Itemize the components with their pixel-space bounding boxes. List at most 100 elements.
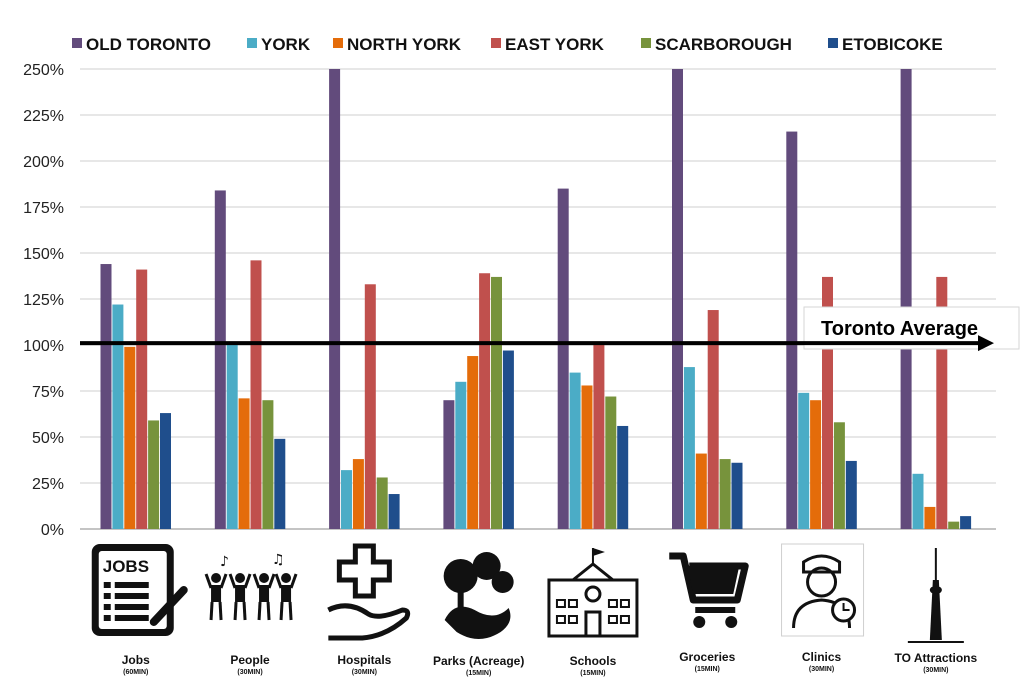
hospital-icon	[327, 543, 411, 641]
legend-label: SCARBOROUGH	[655, 35, 792, 54]
bar	[443, 400, 455, 529]
category-label: Groceries	[679, 650, 735, 664]
school-icon	[547, 548, 639, 638]
bar	[148, 420, 160, 529]
people-icon: ♪ ♫	[204, 552, 298, 621]
bar	[388, 494, 400, 529]
bar	[262, 400, 274, 529]
bar	[845, 460, 857, 529]
y-tick-label: 200%	[23, 154, 64, 171]
category-subtitle: (30MIN)	[923, 667, 948, 674]
bar	[491, 276, 502, 529]
category-label: People	[230, 653, 270, 667]
y-tick-label: 25%	[32, 476, 64, 493]
category-label: Schools	[570, 654, 617, 668]
bar	[214, 190, 226, 529]
toronto-average-annotation: Toronto Average	[80, 306, 1020, 352]
bars	[100, 69, 972, 529]
jobs-icon: JOBS	[91, 544, 188, 636]
category-subtitle: (30MIN)	[809, 666, 834, 673]
legend: OLD TORONTO YORK NORTH YORK EAST YORK SCARBO…	[72, 35, 943, 54]
y-axis-ticks: 0% 25% 50% 75% 100% 125% 150% 175% 200% 225% 250%	[23, 62, 64, 539]
legend-swatch	[72, 38, 82, 48]
bar	[455, 381, 467, 529]
legend-label: NORTH YORK	[347, 35, 462, 54]
bar	[948, 521, 960, 529]
category-label: Parks (Acreage)	[433, 654, 524, 668]
y-tick-label: 75%	[32, 384, 64, 401]
bar	[900, 69, 912, 529]
bar	[250, 260, 262, 529]
bar	[112, 304, 124, 529]
bar	[238, 398, 250, 529]
bar	[822, 276, 833, 529]
bar	[329, 69, 341, 529]
parks-icon	[443, 552, 514, 639]
bar	[226, 345, 238, 529]
legend-swatch	[641, 38, 651, 48]
bar	[581, 385, 593, 529]
bar	[833, 422, 845, 529]
category-subtitle: (60MIN)	[123, 669, 148, 676]
legend-swatch	[247, 38, 257, 48]
bar	[100, 264, 112, 529]
bar	[683, 367, 695, 529]
bar	[798, 392, 810, 529]
average-label: Toronto Average	[821, 318, 978, 340]
bar	[124, 346, 136, 529]
y-tick-label: 125%	[23, 292, 64, 309]
bar	[274, 438, 286, 529]
category-label: Jobs	[122, 653, 150, 667]
bar	[786, 131, 798, 529]
y-tick-label: 175%	[23, 200, 64, 217]
bar	[352, 459, 364, 529]
category-subtitle: (15MIN)	[695, 666, 720, 673]
grocery-cart-icon	[669, 552, 749, 628]
clinic-doctor-icon	[781, 543, 865, 637]
legend-label: OLD TORONTO	[86, 35, 211, 54]
category-label: Clinics	[802, 650, 842, 664]
bar	[731, 462, 743, 529]
bar	[569, 372, 581, 529]
y-tick-label: 50%	[32, 430, 64, 447]
svg-text:♪: ♪	[220, 554, 229, 570]
bar	[479, 273, 491, 529]
y-tick-label: 225%	[23, 108, 64, 125]
category-subtitle: (30MIN)	[237, 669, 262, 676]
bar	[341, 470, 352, 529]
legend-swatch	[333, 38, 343, 48]
category-subtitle: (15MIN)	[580, 670, 605, 677]
legend-label: YORK	[261, 35, 311, 54]
bar	[960, 516, 972, 529]
legend-swatch	[491, 38, 501, 48]
category-labels: Jobs (60MIN) People (30MIN) Hospitals (30MIN)…	[122, 650, 978, 677]
bar	[376, 477, 388, 529]
cn-tower-icon	[907, 548, 964, 643]
bar	[364, 284, 376, 529]
y-tick-label: 250%	[23, 62, 64, 79]
legend-swatch	[828, 38, 838, 48]
arrow-head-icon	[978, 335, 994, 352]
bar	[593, 343, 605, 529]
svg-text:♫: ♫	[272, 552, 285, 568]
category-subtitle: (30MIN)	[352, 669, 377, 676]
svg-text:JOBS: JOBS	[103, 557, 149, 576]
bar	[707, 310, 719, 529]
y-tick-label: 0%	[41, 522, 64, 539]
bar	[810, 400, 822, 529]
bar	[160, 413, 171, 529]
bar	[695, 453, 707, 529]
category-subtitle: (15MIN)	[466, 670, 491, 677]
y-tick-label: 100%	[23, 338, 64, 355]
bar	[605, 396, 617, 529]
bar	[467, 356, 479, 529]
bar	[617, 425, 629, 529]
bar	[502, 350, 514, 529]
bar	[557, 188, 569, 529]
bar	[912, 473, 924, 529]
y-tick-label: 150%	[23, 246, 64, 263]
category-label: Hospitals	[337, 653, 391, 667]
bar	[136, 269, 148, 529]
legend-label: EAST YORK	[505, 35, 605, 54]
